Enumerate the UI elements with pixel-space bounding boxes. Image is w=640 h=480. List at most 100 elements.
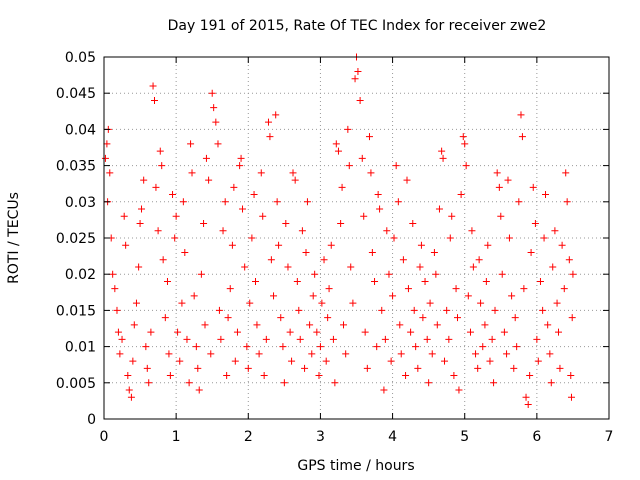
data-point-plus xyxy=(414,364,422,372)
data-point-plus xyxy=(286,328,294,336)
data-point-plus xyxy=(192,343,200,351)
data-point-plus xyxy=(488,335,496,343)
data-point-plus xyxy=(510,364,518,372)
data-point-plus xyxy=(539,306,547,314)
data-point-plus xyxy=(244,364,252,372)
data-point-plus xyxy=(459,133,467,141)
data-point-plus xyxy=(226,285,234,293)
data-point-plus xyxy=(195,386,203,394)
data-point-plus xyxy=(207,350,215,358)
data-point-plus xyxy=(546,350,554,358)
data-point-plus xyxy=(349,299,357,307)
data-point-plus xyxy=(212,118,220,126)
data-point-plus xyxy=(445,335,453,343)
data-point-plus xyxy=(302,248,310,256)
data-point-plus xyxy=(505,234,513,242)
data-point-plus xyxy=(237,154,245,162)
data-point-plus xyxy=(515,198,523,206)
data-point-plus xyxy=(149,82,157,90)
data-point-plus xyxy=(513,343,521,351)
data-point-plus xyxy=(394,198,402,206)
data-point-plus xyxy=(356,96,364,104)
data-point-plus xyxy=(567,372,575,380)
y-tick-label: 0.05 xyxy=(65,50,96,66)
data-point-plus xyxy=(301,364,309,372)
y-tick-label: 0.015 xyxy=(56,303,96,319)
data-point-plus xyxy=(309,292,317,300)
data-point-plus xyxy=(259,212,267,220)
y-tick-label: 0.025 xyxy=(56,231,96,247)
data-point-plus xyxy=(337,220,345,228)
data-point-plus xyxy=(114,328,122,336)
data-point-plus xyxy=(103,140,111,148)
data-point-plus xyxy=(181,248,189,256)
data-point-plus xyxy=(443,306,451,314)
data-point-plus xyxy=(277,314,285,322)
data-point-plus xyxy=(544,321,552,329)
data-point-plus xyxy=(462,162,470,170)
data-point-plus xyxy=(280,379,288,387)
data-point-plus xyxy=(416,263,424,271)
data-point-plus xyxy=(430,248,438,256)
data-point-plus xyxy=(187,140,195,148)
data-point-plus xyxy=(127,393,135,401)
data-point-plus xyxy=(504,176,512,184)
data-point-plus xyxy=(313,328,321,336)
data-point-plus xyxy=(351,75,359,83)
data-point-plus xyxy=(266,133,274,141)
data-point-plus xyxy=(142,343,150,351)
data-point-plus xyxy=(172,212,180,220)
data-point-plus xyxy=(130,321,138,329)
data-point-plus xyxy=(410,306,418,314)
data-point-plus xyxy=(136,220,144,228)
data-point-plus xyxy=(380,386,388,394)
data-point-plus xyxy=(378,306,386,314)
data-point-plus xyxy=(402,372,410,380)
data-point-plus xyxy=(565,256,573,264)
data-point-plus xyxy=(461,140,469,148)
data-point-plus xyxy=(347,263,355,271)
data-point-plus xyxy=(322,357,330,365)
data-point-plus xyxy=(361,328,369,336)
data-point-plus xyxy=(344,125,352,133)
data-point-plus xyxy=(553,299,561,307)
data-point-plus xyxy=(474,364,482,372)
data-point-plus xyxy=(296,335,304,343)
data-point-plus xyxy=(125,386,133,394)
data-point-plus xyxy=(231,357,239,365)
data-point-plus xyxy=(529,183,537,191)
data-point-plus xyxy=(387,357,395,365)
data-point-plus xyxy=(190,292,198,300)
data-point-plus xyxy=(288,357,296,365)
data-point-plus xyxy=(428,350,436,358)
data-point-plus xyxy=(452,285,460,293)
data-point-plus xyxy=(291,176,299,184)
data-point-plus xyxy=(197,270,205,278)
data-point-plus xyxy=(151,96,158,104)
data-point-plus xyxy=(163,277,171,285)
data-point-plus xyxy=(303,198,311,206)
data-point-plus xyxy=(171,234,179,242)
data-point-plus xyxy=(482,277,490,285)
data-point-plus xyxy=(354,67,362,75)
x-tick-label: 3 xyxy=(316,429,325,445)
y-tick-label: 0.02 xyxy=(65,267,96,283)
data-point-plus xyxy=(376,205,384,213)
data-point-plus xyxy=(120,212,128,220)
data-point-plus xyxy=(273,198,281,206)
data-point-plus xyxy=(549,263,557,271)
y-tick-label: 0.04 xyxy=(65,122,96,138)
data-point-plus xyxy=(409,220,417,228)
data-point-plus xyxy=(202,154,210,162)
data-point-plus xyxy=(365,133,373,141)
data-point-plus xyxy=(275,241,283,249)
data-point-plus xyxy=(282,220,290,228)
data-point-plus xyxy=(567,393,575,401)
data-point-plus xyxy=(158,162,166,170)
data-point-plus xyxy=(214,140,222,148)
data-point-plus xyxy=(183,335,191,343)
data-point-plus xyxy=(111,285,119,293)
data-point-plus xyxy=(497,212,505,220)
data-point-plus xyxy=(331,379,339,387)
x-tick-label: 5 xyxy=(460,429,469,445)
